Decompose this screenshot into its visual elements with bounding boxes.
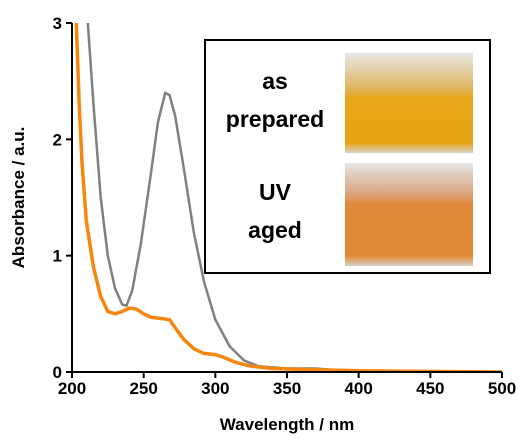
photo-uv-aged bbox=[345, 163, 473, 266]
x-tick-label: 200 bbox=[58, 379, 86, 398]
x-tick-label: 350 bbox=[273, 379, 301, 398]
y-tick-label: 3 bbox=[53, 14, 62, 33]
y-tick-label: 0 bbox=[53, 363, 62, 382]
x-tick-label: 300 bbox=[201, 379, 229, 398]
y-axis-title: Absorbance / a.u. bbox=[9, 127, 28, 269]
inset-label: aged bbox=[248, 217, 302, 243]
x-tick-label: 400 bbox=[344, 379, 372, 398]
inset: as prepared UV aged bbox=[205, 40, 490, 273]
inset-label: UV bbox=[259, 179, 292, 205]
x-tick-label: 250 bbox=[129, 379, 157, 398]
y-tick-label: 2 bbox=[53, 130, 62, 149]
inset-label: prepared bbox=[226, 106, 324, 132]
y-tick-label: 1 bbox=[53, 247, 62, 266]
x-axis-title: Wavelength / nm bbox=[220, 415, 354, 434]
inset-label: as bbox=[262, 68, 288, 94]
x-tick-label: 450 bbox=[416, 379, 444, 398]
chart: 200 250 300 350 400 450 500 0 1 2 3 Wavelength / nm… bbox=[0, 0, 523, 439]
x-tick-label: 500 bbox=[488, 379, 516, 398]
photo-as-prepared bbox=[345, 53, 473, 153]
